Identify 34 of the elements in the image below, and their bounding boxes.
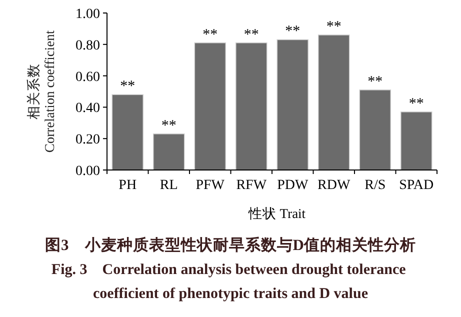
annotation: ** <box>326 18 342 35</box>
y-tick-label: 0.40 <box>76 101 100 116</box>
x-tick-label: RFW <box>236 178 268 193</box>
bar <box>152 133 185 170</box>
y-tick-label: 0.20 <box>76 132 100 148</box>
y-tick-label: 1.00 <box>76 7 100 22</box>
text: 图3 小麦种质表型性状耐旱系数与D值的相关性分析 <box>45 236 416 254</box>
annotation: ** <box>161 118 176 134</box>
annotation: ** <box>408 96 424 112</box>
x-tick-label: PDW <box>277 178 309 193</box>
y-tick-label: 0.00 <box>76 164 100 179</box>
annotation: ** <box>244 26 259 43</box>
annotation: ** <box>120 78 136 95</box>
x-tick-label: R/S <box>364 178 386 193</box>
bar <box>400 112 432 170</box>
bar <box>194 42 226 170</box>
x-tick-label: SPAD <box>399 178 434 193</box>
text: Fig. 3 Correlation analysis between drought tolerance coefficient of phenotypic traits and D value <box>51 262 410 302</box>
y-axis-title: 相关系数 Correlation coefficient <box>26 30 57 153</box>
y-tick-label: 0.60 <box>76 70 100 85</box>
bar <box>318 34 350 170</box>
x-tick-label: RL <box>160 178 178 193</box>
annotation: ** <box>368 74 383 90</box>
y-tick-label: 0.80 <box>76 38 100 54</box>
x-tick-label: RDW <box>318 178 351 193</box>
bar <box>276 39 309 170</box>
annotation: ** <box>285 24 300 40</box>
bar <box>359 90 392 170</box>
bar <box>235 42 268 170</box>
x-tick-label: PH <box>118 178 137 193</box>
bar <box>112 94 144 170</box>
x-tick-label: PFW <box>196 178 226 193</box>
x-axis-title: 性状 Trait <box>247 206 306 221</box>
annotation: ** <box>202 26 218 43</box>
